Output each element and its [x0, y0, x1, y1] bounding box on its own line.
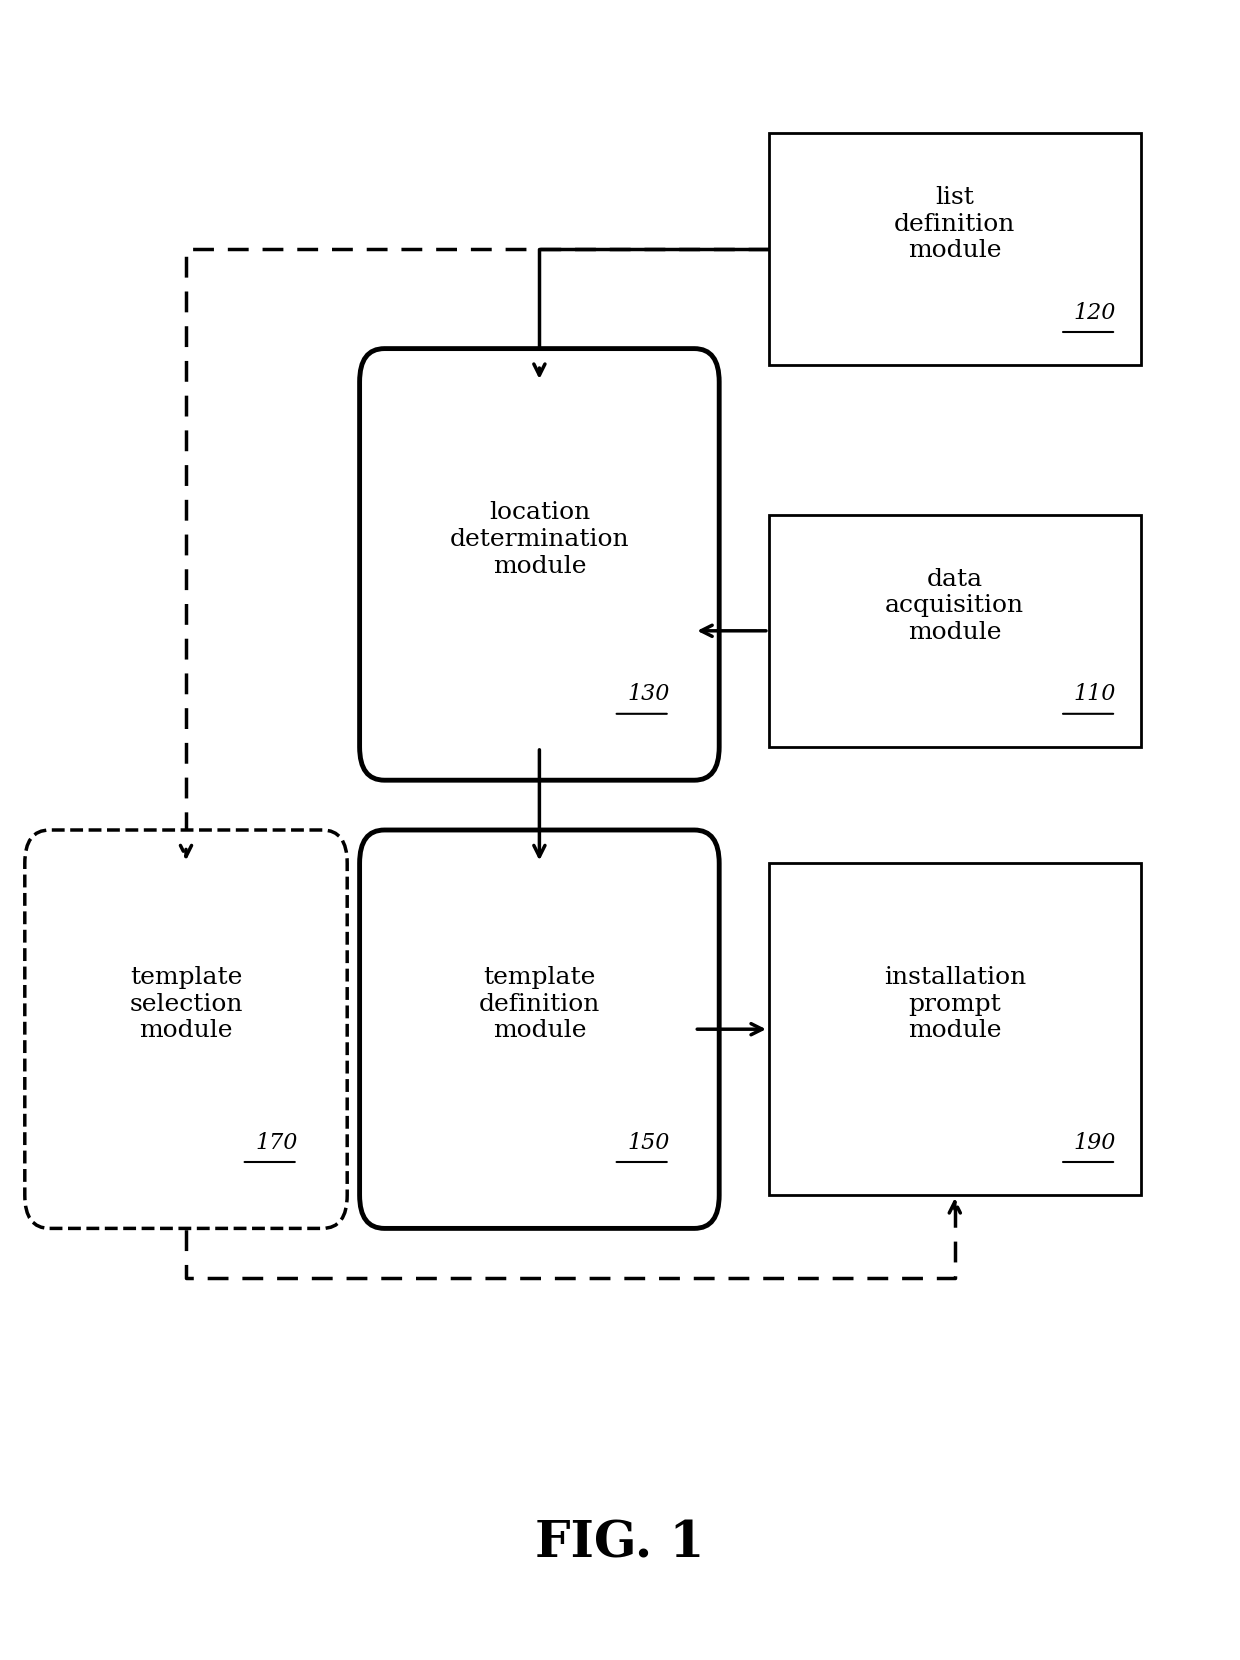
Text: 170: 170 — [255, 1132, 298, 1154]
Text: template
definition
module: template definition module — [479, 966, 600, 1042]
Text: FIG. 1: FIG. 1 — [536, 1519, 704, 1569]
FancyBboxPatch shape — [360, 349, 719, 780]
Text: 190: 190 — [1074, 1132, 1116, 1154]
Text: list
definition
module: list definition module — [894, 186, 1016, 262]
Text: data
acquisition
module: data acquisition module — [885, 568, 1024, 644]
Text: template
selection
module: template selection module — [129, 966, 243, 1042]
FancyBboxPatch shape — [25, 830, 347, 1228]
Text: location
determination
module: location determination module — [450, 501, 629, 578]
Bar — [769, 515, 1141, 747]
Bar — [769, 133, 1141, 365]
Text: 120: 120 — [1074, 302, 1116, 324]
Text: installation
prompt
module: installation prompt module — [884, 966, 1025, 1042]
Text: 110: 110 — [1074, 684, 1116, 706]
Text: 130: 130 — [627, 684, 670, 706]
Bar — [769, 863, 1141, 1195]
Text: 150: 150 — [627, 1132, 670, 1154]
FancyBboxPatch shape — [360, 830, 719, 1228]
